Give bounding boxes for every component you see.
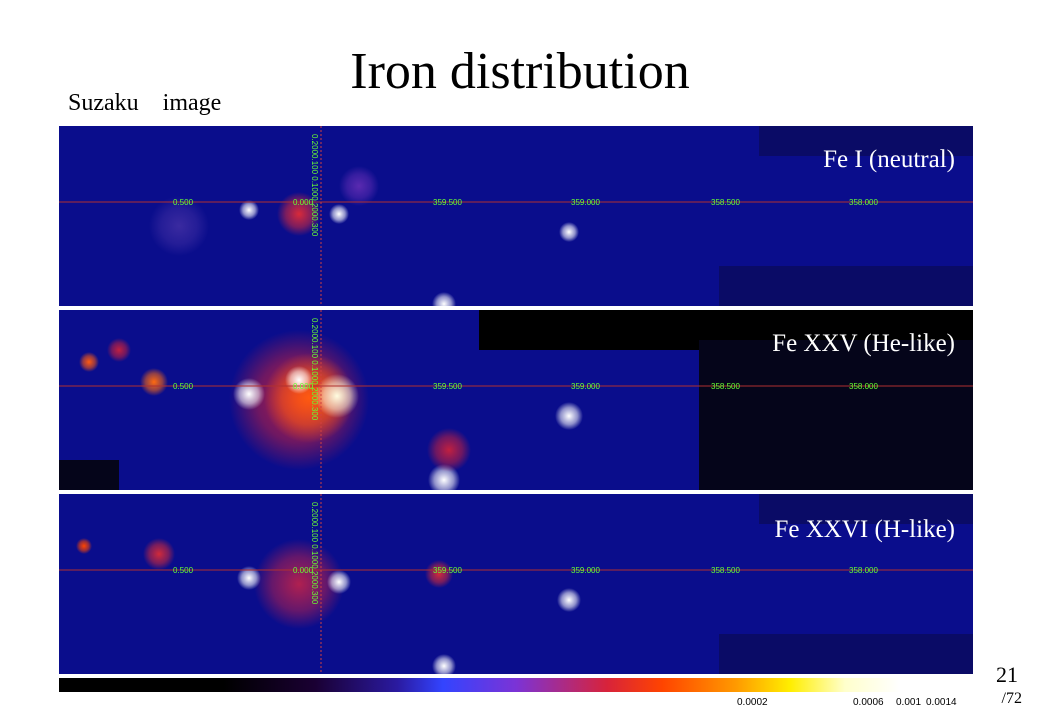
grid-longitude-label: 0.500: [173, 382, 194, 391]
emission-blob: [315, 374, 359, 418]
grid-longitude-label: 0.000: [293, 382, 314, 391]
color-scale-bar: [59, 678, 973, 692]
panel-fe-i-label: Fe I (neutral): [823, 146, 955, 173]
grid-longitude-label: 358.500: [711, 382, 740, 391]
emission-blob: [329, 204, 349, 224]
grid-longitude-label: 359.000: [571, 198, 600, 207]
grid-longitude-label: 359.500: [433, 198, 462, 207]
emission-blob: [143, 538, 175, 570]
dark-region: [759, 494, 973, 524]
slide-title: Iron distribution: [350, 43, 690, 100]
dark-region: [719, 634, 973, 674]
page-number: 21: [996, 662, 1018, 687]
dark-region: [699, 340, 973, 490]
image-panels: 0.500 0.000 359.500 359.000 358.500 358.000 0.…: [59, 126, 973, 674]
emission-blob: [555, 402, 583, 430]
panel-fe-xxv-label: Fe XXV (He-like): [772, 330, 955, 357]
panel-fe-i-image: 0.500 0.000 359.500 359.000 358.500 358.000 0.…: [59, 126, 973, 306]
emission-blob: [277, 192, 321, 236]
grid-longitude-label: 0.000: [293, 198, 314, 207]
emission-blob: [425, 560, 453, 588]
emission-blob: [559, 222, 579, 242]
emission-blob: [140, 368, 168, 396]
panel-fe-xxvi-image: 0.500 0.000 359.500 359.000 358.500 358.000 0.…: [59, 494, 973, 674]
dark-region: [719, 266, 973, 306]
emission-blob: [239, 200, 259, 220]
grid-longitude-label: 0.500: [173, 198, 194, 207]
panel-fe-i: 0.500 0.000 359.500 359.000 358.500 358.000 0.…: [59, 126, 973, 306]
grid-longitude-label: 0.500: [173, 566, 194, 575]
panel-fe-xxv: 0.500 0.000 359.500 359.000 358.500 358.000 0.…: [59, 310, 973, 490]
emission-blob: [237, 566, 261, 590]
grid-latitude-label: 0.2000.100 0.1000.2000.300: [310, 318, 319, 421]
grid-longitude-label: 0.000: [293, 566, 314, 575]
grid-latitude-label: 0.2000.100 0.1000.2000.300: [310, 502, 319, 605]
emission-blob: [339, 166, 379, 206]
panel-fe-xxv-image: 0.500 0.000 359.500 359.000 358.500 358.000 0.…: [59, 310, 973, 490]
grid-longitude-label: 358.500: [711, 566, 740, 575]
colorbar-tick-3: 0.001: [896, 697, 922, 708]
grid-latitude-label: 0.2000.100 0.1000.2000.300: [310, 134, 319, 237]
colorbar-tick-2: 0.0006: [853, 697, 884, 708]
grid-longitude-label: 358.000: [849, 382, 878, 391]
grid-longitude-label: 359.000: [571, 566, 600, 575]
slide-subtitle: Suzaku image: [68, 90, 222, 116]
panel-fe-xxvi-label: Fe XXVI (H-like): [774, 516, 955, 543]
emission-blob: [233, 378, 265, 410]
emission-blob: [327, 570, 351, 594]
emission-blob: [285, 366, 313, 394]
emission-blob: [432, 292, 456, 306]
emission-blob: [76, 538, 92, 554]
emission-blob: [432, 654, 456, 674]
emission-blob: [149, 196, 209, 256]
grid-longitude-label: 358.000: [849, 198, 878, 207]
colorbar-tick-4: 0.0014: [926, 697, 957, 708]
emission-blob: [427, 428, 471, 472]
grid-longitude-label: 358.500: [711, 198, 740, 207]
page-total: /72: [1001, 690, 1022, 707]
panel-fe-xxvi: 0.500 0.000 359.500 359.000 358.500 358.000 0.…: [59, 494, 973, 674]
emission-blob: [107, 338, 131, 362]
dark-region: [759, 126, 973, 156]
grid-longitude-label: 359.500: [433, 566, 462, 575]
grid-longitude-label: 359.500: [433, 382, 462, 391]
colorbar-tick-1: 0.0002: [737, 697, 768, 708]
grid-longitude-label: 359.000: [571, 382, 600, 391]
grid-longitude-label: 358.000: [849, 566, 878, 575]
dark-region: [59, 460, 119, 490]
emission-blob: [79, 352, 99, 372]
emission-blob: [557, 588, 581, 612]
